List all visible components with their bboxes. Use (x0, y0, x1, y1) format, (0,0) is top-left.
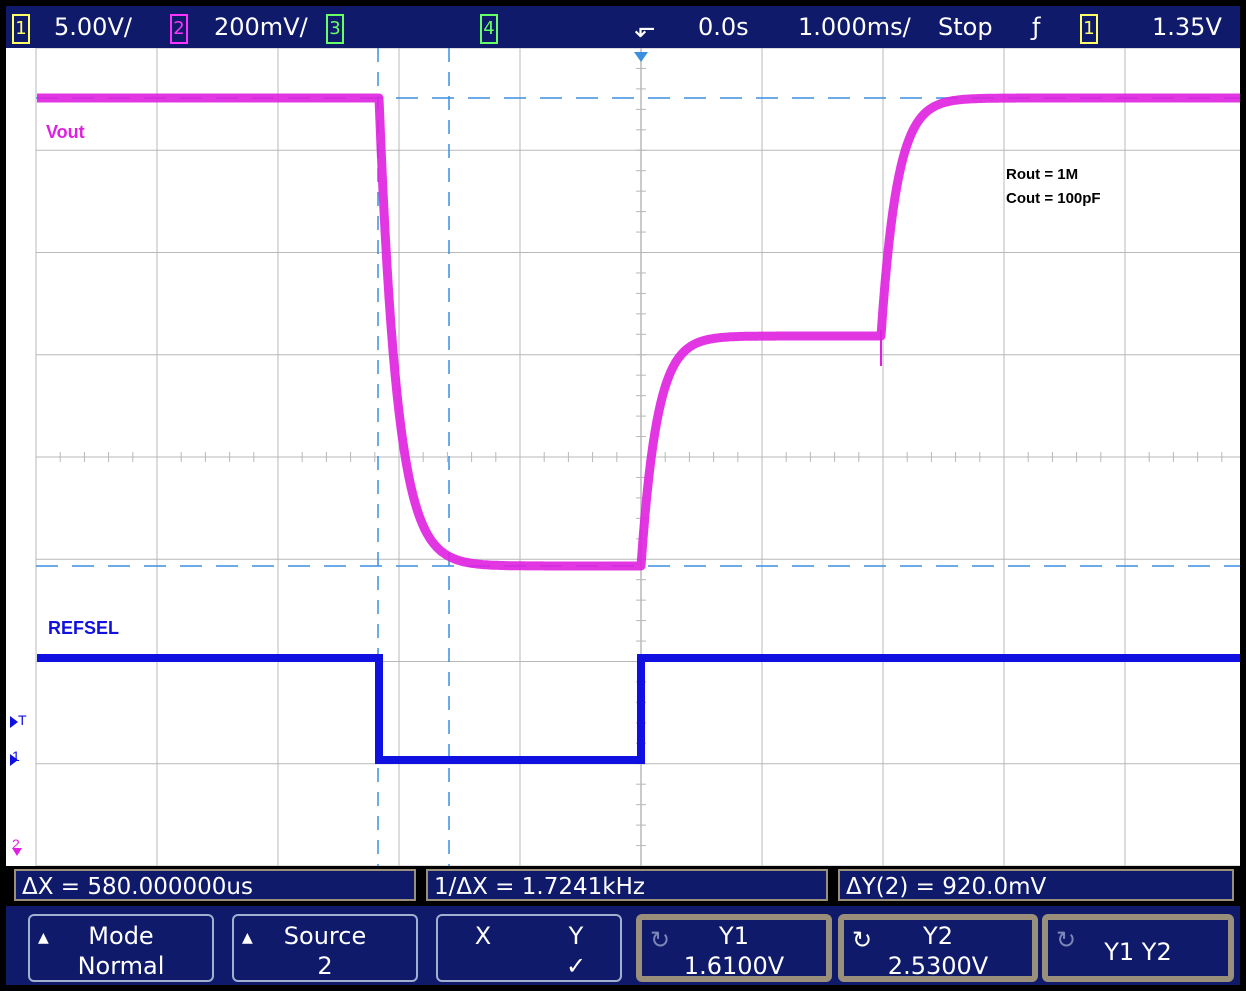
delta-y-readout: ΔY(2) = 920.0mV (838, 869, 1234, 901)
x-label: X (474, 922, 492, 950)
trigger-source-indicator[interactable]: 1 (1080, 14, 1098, 44)
trigger-level-marker: T (18, 712, 27, 728)
source-label: Source (283, 922, 367, 950)
ch1-ground-arrow (10, 754, 18, 766)
source-value: 2 (317, 952, 333, 980)
menu-arrow-icon: ▲ (38, 930, 49, 946)
refsel-waveform (37, 654, 1240, 764)
softkey-bar: ▲ Mode Normal ▲ Source 2 X Y ✓ ↻ Y1 1.61… (6, 906, 1240, 985)
trigger-position-icon: ⬐ (634, 14, 656, 44)
xy-softkey[interactable]: X Y ✓ (436, 914, 622, 982)
delta-x-readout: ΔX = 580.000000us (14, 869, 416, 901)
refsel-label: REFSEL (48, 618, 120, 638)
ch1-ground-marker: 1 (12, 748, 20, 764)
waveform-canvas (10, 48, 1240, 866)
y-selected-check-icon: ✓ (565, 952, 587, 980)
refsel-trace (37, 654, 1240, 764)
y2-value: 2.5300V (887, 952, 989, 980)
channel-3-indicator[interactable]: 3 (326, 14, 344, 44)
channel-4-indicator[interactable]: 4 (480, 14, 498, 44)
entry-knob-icon: ↻ (1056, 926, 1077, 954)
vout-waveform (34, 93, 1240, 571)
y2-label: Y2 (923, 922, 953, 950)
mode-label: Mode (88, 922, 154, 950)
channel-2-scale: 200mV/ (214, 13, 308, 41)
channel-1-scale: 5.00V/ (54, 13, 132, 41)
inverse-delta-x-readout: 1/ΔX = 1.7241kHz (426, 869, 828, 901)
trigger-level-arrow (10, 716, 18, 728)
vout-trace (34, 93, 1240, 571)
trigger-slope-icon: ƒ (1032, 13, 1041, 41)
trigger-level-readout: 1.35V (1152, 13, 1222, 41)
ch2-ground-marker: 2 (12, 836, 20, 852)
top-status-bar: 1 5.00V/ 2 200mV/ 3 4 ⬐ 0.0s 1.000ms/ St… (6, 6, 1240, 48)
channel-2-indicator[interactable]: 2 (170, 14, 188, 44)
ch2-ground-arrow (12, 848, 22, 856)
source-softkey[interactable]: ▲ Source 2 (232, 914, 418, 982)
run-state: Stop (938, 13, 993, 41)
entry-knob-icon: ↻ (852, 926, 873, 954)
trigger-position-marker (634, 52, 648, 62)
y-label: Y (568, 922, 584, 950)
waveform-display: Vout REFSEL Rout = 1M Cout = 100pF T 1 2 (6, 48, 1240, 866)
mode-softkey[interactable]: ▲ Mode Normal (28, 914, 214, 982)
entry-knob-icon: ↻ (650, 926, 671, 954)
menu-arrow-icon: ▲ (242, 930, 253, 946)
timebase-readout: 1.000ms/ (798, 13, 911, 41)
annotation-cout: Cout = 100pF (1006, 190, 1101, 207)
y1-label: Y1 (719, 922, 749, 950)
annotation-rout: Rout = 1M (1006, 166, 1079, 183)
channel-1-indicator[interactable]: 1 (12, 14, 30, 44)
side-markers (10, 716, 22, 856)
y1-value: 1.6100V (683, 952, 785, 980)
vout-label: Vout (46, 122, 85, 142)
y1-softkey[interactable]: ↻ Y1 1.6100V (636, 914, 832, 982)
y2-softkey[interactable]: ↻ Y2 2.5300V (838, 914, 1038, 982)
delay-readout: 0.0s (698, 13, 749, 41)
y1-y2-softkey[interactable]: ↻ Y1 Y2 (1042, 914, 1234, 982)
mode-value: Normal (77, 952, 165, 980)
y1-y2-label: Y1 Y2 (1104, 938, 1172, 966)
measurement-bar: ΔX = 580.000000us 1/ΔX = 1.7241kHz ΔY(2)… (6, 866, 1240, 906)
